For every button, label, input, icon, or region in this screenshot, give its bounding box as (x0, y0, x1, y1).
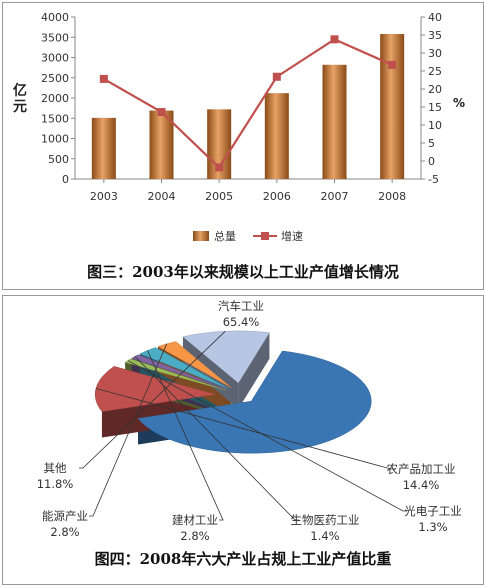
pie-slice-4 (131, 354, 228, 390)
combo-chart: 0 500 1000 1500 2000 2500 3000 3500 4000 -5 0 5 10 15… (13, 11, 465, 243)
right-tick-label: 25 (428, 65, 442, 78)
pie-pct-6: 2.8% (50, 525, 79, 539)
right-tick-label: 15 (428, 101, 442, 114)
x-tick-label: 2003 (90, 190, 118, 203)
x-tick-label: 2008 (378, 190, 406, 203)
left-tick-label: 2500 (41, 72, 69, 85)
right-tick-label: 40 (428, 11, 442, 24)
growth-point-2004 (157, 108, 166, 117)
growth-point-2005 (215, 163, 224, 172)
pie-leader-line (147, 350, 224, 521)
pie-slice-5 (139, 347, 229, 389)
left-tick-label: 1500 (41, 112, 69, 125)
chart-caption-bottom: 图四：2008年六大产业占规上工业产值比重 (94, 550, 392, 568)
pie-label-5: 建材工业 (172, 513, 218, 527)
left-tick-label: 4000 (41, 11, 69, 24)
growth-line (103, 38, 393, 170)
right-tick-label: 5 (428, 137, 435, 150)
growth-point-2003 (99, 74, 108, 83)
growth-point-2007 (330, 35, 339, 44)
pie-label-4: 生物医药工业 (291, 513, 360, 527)
legend-bar-label: 总量 (214, 229, 236, 243)
x-tick-label: 2007 (321, 190, 349, 203)
chart-caption-top: 图三：2003年以来规模以上工业产值增长情况 (87, 263, 399, 281)
pie-label-1: 汽车工业 (218, 299, 264, 313)
pie-pct-3: 1.3% (418, 520, 447, 534)
pie-slice-7 (182, 330, 270, 384)
pie-pct-1: 65.4% (223, 315, 260, 329)
left-tick-label: 0 (62, 173, 69, 186)
left-tick-label: 3500 (41, 31, 69, 44)
chart-panel-industry-share: 汽车工业 65.4% 农产品加工业 14.4% 光电子工业 1.3% 生物医药工业 1.4% 建… (2, 295, 484, 585)
pie-pct-4: 1.4% (310, 529, 339, 543)
pie-pct-2: 14.4% (403, 478, 440, 492)
pie-leader-line (127, 360, 407, 512)
growth-point-2006 (272, 72, 281, 81)
right-tick-label: 0 (428, 155, 435, 168)
pie-label-2: 农产品加工业 (387, 462, 456, 476)
x-tick-label: 2004 (148, 190, 176, 203)
pie-pct-7: 11.8% (37, 477, 74, 491)
left-axis-label-char: 元 (13, 99, 27, 115)
right-tick-label: 10 (428, 119, 442, 132)
left-axis-label-char: 亿 (13, 82, 27, 99)
pie-slice-wall (238, 332, 270, 409)
chart-panel-industrial-output: 0 500 1000 1500 2000 2500 3000 3500 4000 -5 0 5 10 15… (2, 2, 484, 290)
legend-line-label: 增速 (281, 229, 303, 243)
bar-2008 (380, 34, 405, 179)
right-tick-label: -5 (428, 173, 439, 186)
growth-point-2008 (388, 60, 397, 69)
right-axis-label: % (453, 96, 465, 110)
pie-chart: 汽车工业 65.4% 农产品加工业 14.4% 光电子工业 1.3% 生物医药工业 1.4% 建… (37, 299, 462, 543)
bar-2006 (264, 93, 289, 179)
legend-line-marker (261, 232, 269, 240)
pie-leader-line (89, 343, 168, 517)
left-tick-label: 2000 (41, 92, 69, 105)
pie-label-6: 能源产业 (42, 509, 88, 523)
bar-2007 (322, 64, 347, 179)
x-tick-label: 2006 (263, 190, 291, 203)
pie-slice-1 (137, 350, 372, 454)
left-tick-label: 1000 (41, 133, 69, 146)
left-tick-label: 3000 (41, 52, 69, 65)
legend-bar-swatch (193, 231, 209, 241)
right-tick-label: 20 (428, 83, 442, 96)
pie-top-layer (94, 330, 372, 454)
pie-pct-5: 2.8% (180, 529, 209, 543)
pie-leader-line (95, 387, 395, 470)
left-tick-label: 500 (48, 153, 69, 166)
pie-label-7: 其他 (44, 461, 67, 475)
pie-leader-line (79, 330, 226, 469)
x-tick-label: 2005 (205, 190, 233, 203)
right-tick-label: 30 (428, 47, 442, 60)
pie-leader-line (134, 356, 299, 521)
right-tick-label: 35 (428, 29, 442, 42)
bar-2003 (91, 117, 116, 179)
bar-2004 (149, 110, 174, 179)
pie-label-3: 光电子工业 (404, 504, 462, 518)
